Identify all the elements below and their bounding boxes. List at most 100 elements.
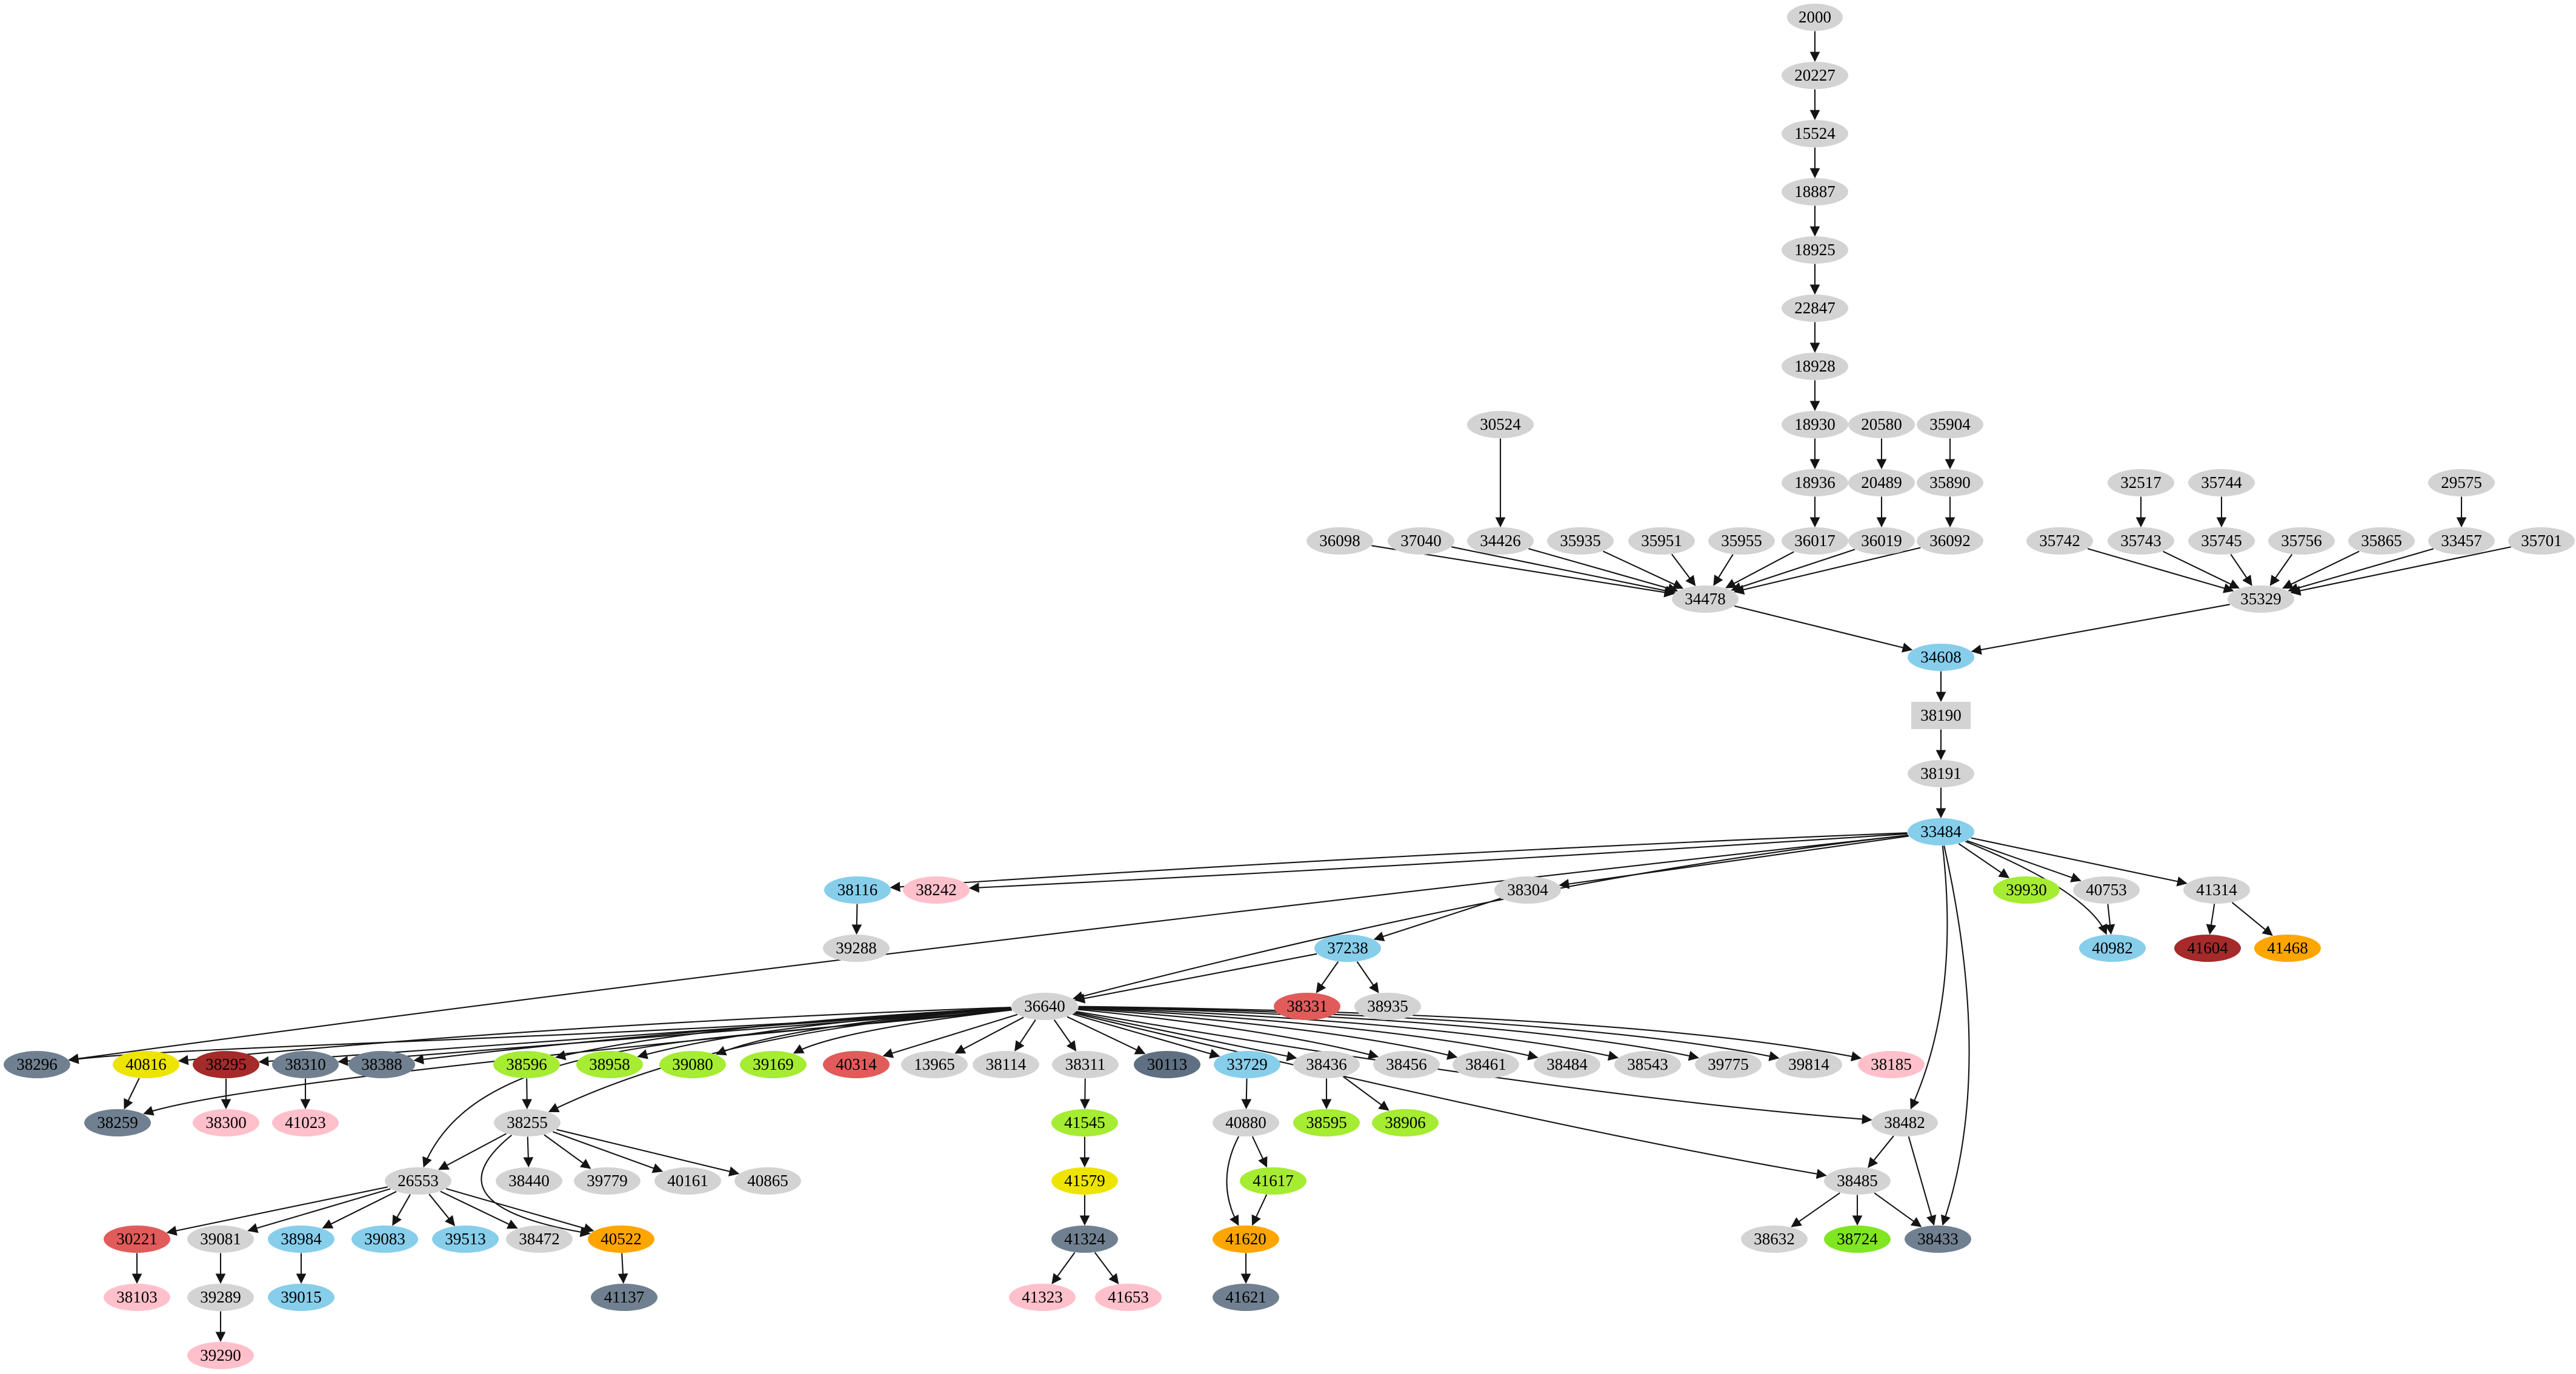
graph-node-35890: 35890 bbox=[1917, 469, 1983, 496]
edge-35951-34478 bbox=[1671, 553, 1696, 586]
graph-node-35742: 35742 bbox=[2026, 527, 2093, 555]
graph-node-38310: 38310 bbox=[272, 1050, 339, 1078]
graph-node-38103: 38103 bbox=[104, 1283, 170, 1311]
graph-node-41579: 41579 bbox=[1051, 1167, 1118, 1195]
graph-node-39169: 39169 bbox=[740, 1050, 807, 1078]
graph-node-38906: 38906 bbox=[1372, 1109, 1439, 1136]
edge-35742-35329 bbox=[2087, 548, 2234, 593]
graph-node-32517: 32517 bbox=[2108, 469, 2174, 496]
edge-37238-36640 bbox=[1074, 953, 1317, 1004]
edge-40816-38259 bbox=[124, 1078, 140, 1110]
graph-node-41324: 41324 bbox=[1051, 1225, 1118, 1253]
edge-26553-39513 bbox=[428, 1193, 455, 1227]
graph-node-38485: 38485 bbox=[1824, 1167, 1891, 1195]
edge-33484-38242 bbox=[968, 833, 1908, 893]
graph-node-39779: 39779 bbox=[574, 1167, 641, 1195]
graph-node-41023: 41023 bbox=[272, 1109, 339, 1136]
edge-36640-38114 bbox=[1014, 1019, 1036, 1052]
graph-node-18887: 18887 bbox=[1782, 178, 1848, 205]
graph-node-38242: 38242 bbox=[903, 876, 970, 904]
edge-35955-34478 bbox=[1713, 554, 1734, 586]
graph-node-38296: 38296 bbox=[4, 1050, 70, 1078]
edge-35743-35329 bbox=[2163, 550, 2240, 589]
edge-37040-34478 bbox=[1451, 546, 1676, 596]
graph-node-40522: 40522 bbox=[588, 1225, 654, 1253]
graph-node-39290: 39290 bbox=[187, 1341, 254, 1369]
edge-36019-34478 bbox=[1731, 549, 1855, 592]
graph-node-41137: 41137 bbox=[591, 1283, 657, 1311]
graph-node-39080: 39080 bbox=[659, 1050, 726, 1078]
edge-33484-40982 bbox=[1965, 841, 2108, 935]
edge-37238-38331 bbox=[1316, 961, 1339, 993]
graph-node-35955: 35955 bbox=[1708, 527, 1775, 555]
graph-node-38984: 38984 bbox=[268, 1225, 334, 1253]
edge-26553-40522 bbox=[445, 1188, 594, 1233]
graph-node-38295: 38295 bbox=[193, 1050, 259, 1078]
graph-node-41621: 41621 bbox=[1213, 1283, 1279, 1311]
graph-node-38304: 38304 bbox=[1494, 876, 1561, 904]
edge-38482-38433 bbox=[1908, 1136, 1937, 1226]
edge-36640-39775 bbox=[1078, 1006, 1699, 1061]
edge-35935-34478 bbox=[1603, 550, 1684, 589]
graph-node-38472: 38472 bbox=[506, 1225, 573, 1253]
graph-node-36019: 36019 bbox=[1848, 527, 1915, 555]
edge-33484-39930 bbox=[1958, 843, 2009, 878]
graph-node-20580: 20580 bbox=[1848, 410, 1915, 438]
graph-node-34478: 34478 bbox=[1672, 585, 1739, 613]
graph-node-38482: 38482 bbox=[1871, 1109, 1938, 1136]
graph-node-15524: 15524 bbox=[1782, 119, 1848, 147]
graph-node-38300: 38300 bbox=[193, 1109, 259, 1136]
graph-node-38958: 38958 bbox=[576, 1050, 643, 1078]
edge-37238-38935 bbox=[1356, 961, 1379, 993]
edge-36640-38456 bbox=[1077, 1009, 1379, 1059]
graph-node-38433: 38433 bbox=[1905, 1225, 1971, 1253]
edge-36640-38436 bbox=[1074, 1012, 1297, 1061]
graph-node-33484: 33484 bbox=[1908, 818, 1974, 845]
edge-35745-35329 bbox=[2230, 554, 2252, 586]
graph-node-39930: 39930 bbox=[1993, 876, 2060, 904]
edge-38436-38906 bbox=[1343, 1076, 1390, 1111]
graph-node-37238: 37238 bbox=[1314, 934, 1381, 962]
graph-node-38255: 38255 bbox=[494, 1109, 561, 1136]
graph-node-36017: 36017 bbox=[1782, 527, 1848, 555]
edge-36640-33729 bbox=[1072, 1013, 1220, 1059]
edge-33484-41314 bbox=[1971, 837, 2188, 887]
graph-node-41323: 41323 bbox=[1009, 1283, 1076, 1311]
edge-35701-35329 bbox=[2290, 546, 2512, 596]
graph-node-35743: 35743 bbox=[2108, 527, 2174, 555]
graph-node-39775: 39775 bbox=[1695, 1050, 1762, 1078]
edge-35756-35329 bbox=[2269, 553, 2293, 586]
graph-node-39081: 39081 bbox=[187, 1225, 254, 1253]
edge-36640-39814 bbox=[1078, 1005, 1780, 1061]
graph-node-40161: 40161 bbox=[654, 1167, 721, 1195]
graph-node-41620: 41620 bbox=[1213, 1225, 1279, 1253]
graph-node-35951: 35951 bbox=[1628, 527, 1695, 555]
edge-38485-38632 bbox=[1791, 1192, 1840, 1227]
edge-33484-38116 bbox=[890, 832, 1908, 892]
graph-node-40865: 40865 bbox=[734, 1167, 801, 1195]
graph-node-41604: 41604 bbox=[2174, 934, 2241, 962]
graph-node-18930: 18930 bbox=[1782, 410, 1848, 438]
edge-41324-41323 bbox=[1051, 1252, 1076, 1284]
graph-node-36640: 36640 bbox=[1011, 992, 1078, 1020]
graph-node-35756: 35756 bbox=[2268, 527, 2335, 555]
edge-38255-38440 bbox=[523, 1136, 534, 1168]
edge-group bbox=[68, 31, 2512, 1342]
edge-33484-38433 bbox=[1940, 845, 1970, 1226]
edge-26553-39081 bbox=[247, 1188, 391, 1233]
edge-40880-41617 bbox=[1251, 1136, 1268, 1168]
graph-node-35744: 35744 bbox=[2188, 469, 2255, 496]
graph-node-38191: 38191 bbox=[1908, 759, 1974, 787]
edge-41314-41604 bbox=[2206, 904, 2217, 935]
graph-node-30524: 30524 bbox=[1467, 410, 1534, 438]
graph-node-30221: 30221 bbox=[104, 1225, 170, 1253]
graph-node-39814: 39814 bbox=[1776, 1050, 1842, 1078]
edge-36017-34478 bbox=[1725, 551, 1794, 589]
graph-node-35745: 35745 bbox=[2188, 527, 2255, 555]
edge-26553-38984 bbox=[322, 1191, 397, 1229]
edge-26553-30221 bbox=[166, 1186, 388, 1236]
edge-33484-40753 bbox=[1966, 840, 2082, 882]
edge-36640-40816 bbox=[178, 1006, 1011, 1066]
edge-36640-38482 bbox=[1076, 1010, 1872, 1124]
graph-node-20227: 20227 bbox=[1782, 61, 1848, 89]
